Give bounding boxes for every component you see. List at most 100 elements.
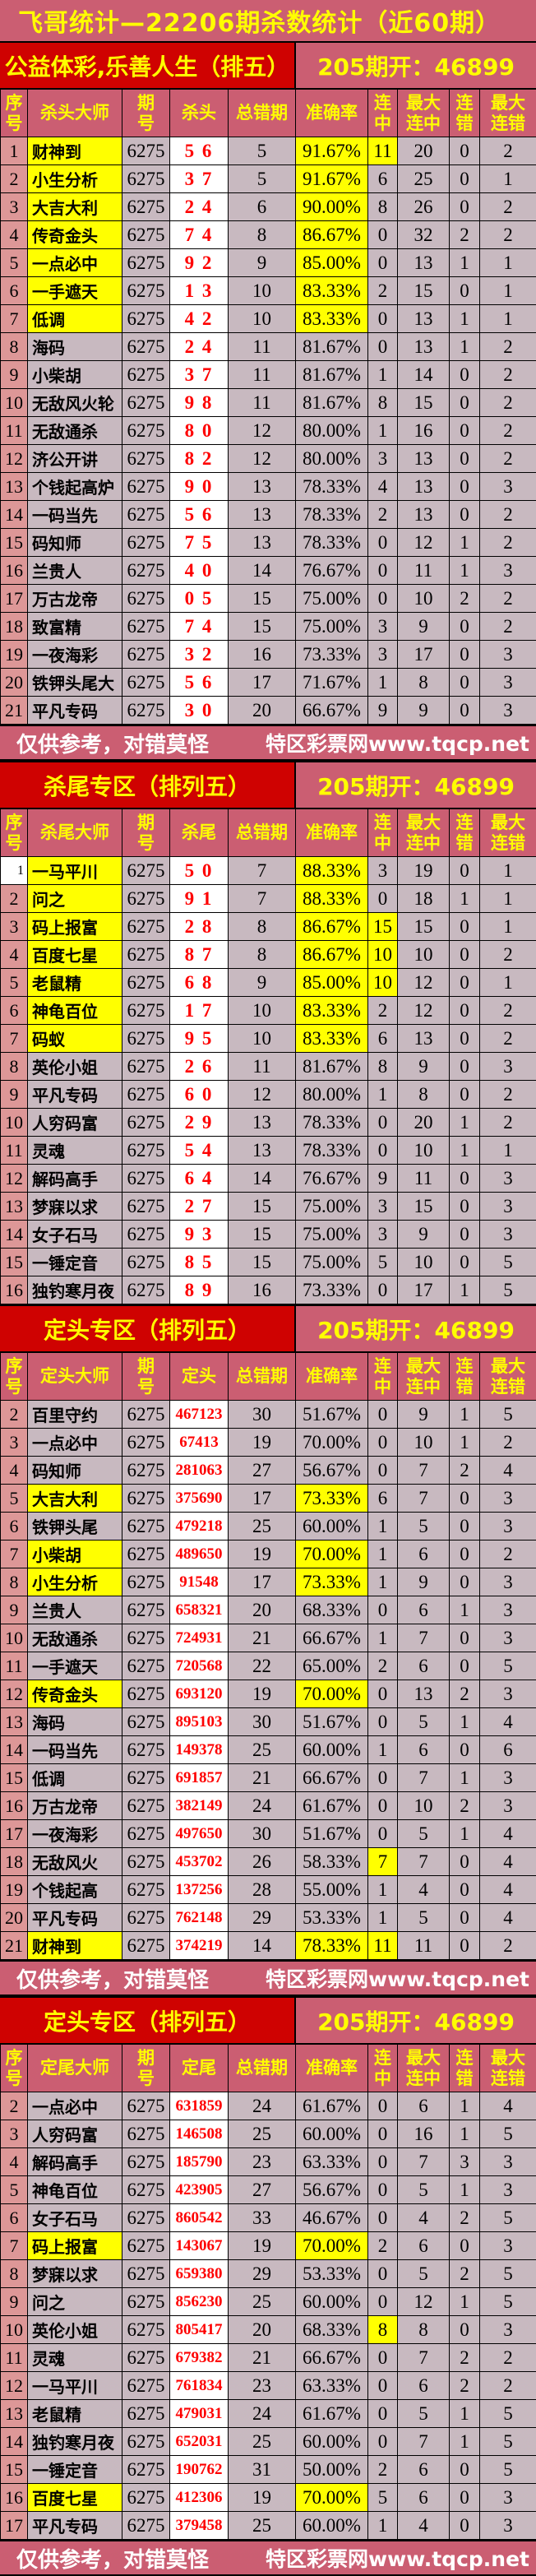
max-streak-cell: 5 — [398, 1904, 450, 1932]
total-miss-cell: 10 — [229, 305, 296, 333]
max-miss-streak-cell: 3 — [480, 1053, 536, 1081]
column-header: 杀尾大师 — [28, 809, 122, 857]
max-miss-streak-cell: 3 — [480, 697, 536, 725]
max-streak-cell: 13 — [398, 333, 450, 361]
miss-streak-cell: 1 — [450, 2400, 480, 2428]
miss-streak-cell: 1 — [450, 2092, 480, 2120]
max-miss-streak-cell: 2 — [480, 445, 536, 473]
kill-numbers-cell: 3 2 — [170, 641, 229, 669]
streak-cell: 0 — [368, 305, 398, 333]
max-streak-cell: 9 — [398, 1401, 450, 1429]
seq-cell: 16 — [1, 1276, 28, 1304]
max-miss-streak-cell: 2 — [480, 529, 536, 557]
max-streak-cell: 25 — [398, 165, 450, 193]
miss-streak-cell: 2 — [450, 1792, 480, 1820]
section-draw-info: 205期开：46899 — [296, 762, 536, 808]
max-streak-cell: 12 — [398, 2288, 450, 2316]
streak-cell: 9 — [368, 697, 398, 725]
period-cell: 6275 — [122, 2232, 170, 2260]
miss-streak-cell: 0 — [450, 2512, 480, 2540]
total-miss-cell: 12 — [229, 1081, 296, 1109]
max-streak-cell: 11 — [398, 1932, 450, 1960]
column-header: 连 中 — [368, 2045, 398, 2092]
period-cell: 6275 — [122, 697, 170, 725]
seq-cell: 4 — [1, 941, 28, 969]
miss-streak-cell: 0 — [450, 1513, 480, 1541]
seq-cell: 4 — [1, 1457, 28, 1485]
accuracy-cell: 81.67% — [296, 361, 368, 389]
total-miss-cell: 14 — [229, 557, 296, 585]
max-miss-streak-cell: 1 — [480, 969, 536, 997]
total-miss-cell: 30 — [229, 1820, 296, 1848]
kill-numbers-cell: 761834 — [170, 2372, 229, 2400]
max-streak-cell: 18 — [398, 885, 450, 913]
total-miss-cell: 23 — [229, 2148, 296, 2176]
master-name-cell: 解码高手 — [28, 2148, 122, 2176]
max-miss-streak-cell: 5 — [480, 2400, 536, 2428]
max-miss-streak-cell: 2 — [480, 221, 536, 249]
accuracy-cell: 78.33% — [296, 1109, 368, 1137]
accuracy-cell: 60.00% — [296, 2512, 368, 2540]
total-miss-cell: 20 — [229, 1596, 296, 1624]
accuracy-cell: 70.00% — [296, 1429, 368, 1457]
period-cell: 6275 — [122, 1708, 170, 1736]
kill-numbers-cell: 720568 — [170, 1652, 229, 1680]
max-miss-streak-cell: 5 — [480, 2260, 536, 2288]
max-streak-cell: 6 — [398, 2372, 450, 2400]
seq-cell: 7 — [1, 305, 28, 333]
column-header: 连 错 — [450, 809, 480, 857]
seq-cell: 15 — [1, 1249, 28, 1276]
miss-streak-cell: 1 — [450, 1764, 480, 1792]
miss-streak-cell: 0 — [450, 2456, 480, 2484]
footer-disclaimer: 仅供参考，对错莫怪 — [16, 2543, 209, 2574]
master-name-cell: 致富精 — [28, 613, 122, 641]
max-miss-streak-cell: 2 — [480, 193, 536, 221]
kill-numbers-cell: 467123 — [170, 1401, 229, 1429]
max-streak-cell: 17 — [398, 1276, 450, 1304]
column-header: 定头大师 — [28, 1353, 122, 1401]
max-miss-streak-cell: 3 — [480, 2512, 536, 2540]
streak-cell: 0 — [368, 1708, 398, 1736]
miss-streak-cell: 0 — [450, 1193, 480, 1221]
section-banner-title: 定头专区（排列五） — [0, 1306, 296, 1351]
kill-numbers-cell: 149378 — [170, 1736, 229, 1764]
master-name-cell: 百度七星 — [28, 941, 122, 969]
period-cell: 6275 — [122, 333, 170, 361]
max-miss-streak-cell: 5 — [480, 1652, 536, 1680]
period-cell: 6275 — [122, 2344, 170, 2372]
master-name-cell: 财神到 — [28, 137, 122, 165]
column-header: 总错期 — [229, 2045, 296, 2092]
total-miss-cell: 19 — [229, 1680, 296, 1708]
accuracy-cell: 70.00% — [296, 1541, 368, 1568]
miss-streak-cell: 0 — [450, 941, 480, 969]
streak-cell: 0 — [368, 249, 398, 277]
streak-cell: 4 — [368, 473, 398, 501]
miss-streak-cell: 0 — [450, 1025, 480, 1053]
seq-cell: 7 — [1, 1025, 28, 1053]
footer-bar: 仅供参考，对错莫怪 特区彩票网www.tqcp.net — [0, 2540, 536, 2576]
accuracy-cell: 78.33% — [296, 501, 368, 529]
period-cell: 6275 — [122, 1193, 170, 1221]
column-header: 最大 连中 — [398, 90, 450, 137]
accuracy-cell: 90.00% — [296, 193, 368, 221]
period-cell: 6275 — [122, 2288, 170, 2316]
section-draw-info: 205期开：46899 — [296, 43, 536, 88]
max-miss-streak-cell: 2 — [480, 2344, 536, 2372]
section-banner-title: 杀尾专区（排列五） — [0, 762, 296, 808]
period-cell: 6275 — [122, 613, 170, 641]
seq-cell: 5 — [1, 2176, 28, 2204]
column-header: 总错期 — [229, 809, 296, 857]
period-cell: 6275 — [122, 1932, 170, 1960]
accuracy-cell: 78.33% — [296, 1137, 368, 1165]
